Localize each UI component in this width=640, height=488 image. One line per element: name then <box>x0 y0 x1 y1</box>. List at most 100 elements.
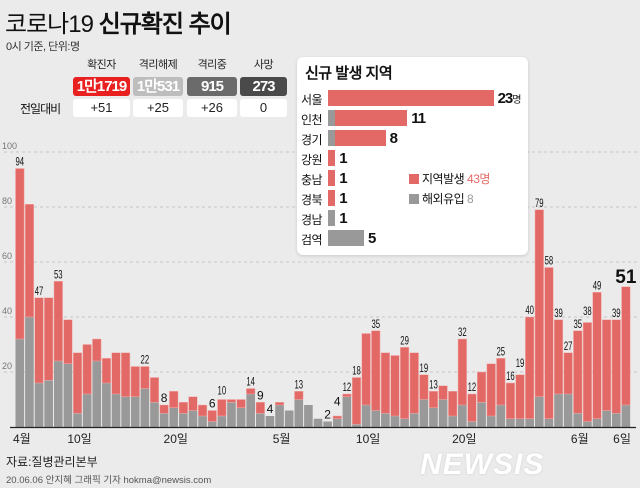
bar-local <box>178 402 188 414</box>
data-label: 32 <box>458 325 467 339</box>
region-name: 서울 <box>301 93 323 107</box>
bar-local <box>149 377 160 403</box>
data-label: 4 <box>334 395 341 409</box>
region-row: 충남 1 <box>297 170 528 188</box>
legend-swatch-local <box>409 174 419 184</box>
region-name: 충남 <box>301 173 323 187</box>
bar-local <box>477 371 487 403</box>
bar-imported <box>294 399 304 427</box>
bar-local <box>44 297 54 381</box>
data-label: 40 <box>525 303 534 317</box>
bar-local <box>207 410 217 422</box>
label-confirmed: 확진자 <box>87 59 116 71</box>
bar-imported <box>496 405 506 427</box>
region-unit: 명 <box>512 95 521 106</box>
bar-local <box>198 404 208 417</box>
bar-imported <box>332 418 342 427</box>
bar-imported <box>573 413 583 427</box>
bar-imported <box>361 405 371 427</box>
isolated-diff: +26 <box>187 99 237 117</box>
data-label: 12 <box>468 380 477 394</box>
region-name: 경북 <box>301 193 323 207</box>
subtitle: 0시 기준, 단위:명 <box>6 41 80 53</box>
bar-local <box>63 319 73 364</box>
label-isolated: 격리중 <box>197 59 227 71</box>
legend-local: 지역발생 43명 <box>409 170 490 187</box>
region-bar <box>328 110 408 126</box>
data-label: 51 <box>615 267 637 288</box>
bar-imported <box>44 380 53 427</box>
x-tick-label: 6일 <box>613 432 631 446</box>
bar-local <box>274 402 285 406</box>
bar-imported <box>198 416 207 427</box>
bar-imported <box>611 413 621 427</box>
legend-imported-label: 해외유입 <box>422 192 465 206</box>
bar-imported <box>525 418 534 427</box>
legend-local-label: 지역발생 <box>422 172 465 186</box>
data-label: 18 <box>352 364 361 378</box>
region-bar <box>328 230 364 246</box>
region-bar <box>328 190 336 206</box>
title-bold: 신규확진 추이 <box>98 11 232 38</box>
region-row: 경기 8 <box>297 130 528 148</box>
region-value: 11 <box>411 110 426 127</box>
bar-local <box>582 322 592 422</box>
isolated-value: 915 <box>187 77 237 96</box>
bar-imported <box>400 418 409 427</box>
bar-local <box>448 391 458 417</box>
y-tick-label: 60 <box>2 251 12 261</box>
bar-local <box>332 415 342 419</box>
data-label: 29 <box>400 333 409 347</box>
bar-imported <box>188 410 198 427</box>
region-bar-imported <box>328 230 364 246</box>
bar-imported <box>409 413 419 427</box>
bar-local <box>573 330 583 414</box>
region-row: 강원 1 <box>297 150 528 168</box>
bar-local <box>371 330 381 411</box>
bar-imported <box>371 410 381 427</box>
bar-imported <box>169 407 179 427</box>
x-tick-label: 20일 <box>163 432 188 446</box>
confirmed-value: 1만1719 <box>73 77 130 96</box>
region-name: 경남 <box>301 213 323 227</box>
source: 자료:질병관리본부 <box>6 455 98 469</box>
bar-imported <box>227 402 236 427</box>
bar-local <box>611 319 621 414</box>
bar-imported <box>554 394 563 427</box>
region-total: 1 <box>339 210 347 227</box>
data-label: 19 <box>420 361 429 375</box>
region-bar <box>328 210 336 226</box>
bar-imported <box>92 361 102 427</box>
region-value: 1 <box>339 210 347 227</box>
data-label: 2 <box>324 408 331 422</box>
data-label: 58 <box>545 254 554 268</box>
region-value: 5 <box>368 230 376 247</box>
bar-imported <box>15 339 25 427</box>
data-label: 10 <box>218 384 227 398</box>
bar-imported <box>25 317 34 427</box>
bar-imported <box>592 418 602 427</box>
bar-local <box>53 281 63 362</box>
data-label: 47 <box>35 284 44 298</box>
region-bar <box>328 150 336 166</box>
region-value: 23명 <box>497 90 522 107</box>
bar-local <box>544 267 554 419</box>
released-diff: +25 <box>133 99 183 117</box>
bar-local <box>92 338 102 362</box>
bar-local <box>515 374 525 419</box>
bar-imported <box>477 402 486 427</box>
region-bar-imported <box>328 110 336 126</box>
bar-imported <box>140 388 150 427</box>
bar-local <box>255 402 265 414</box>
bar-imported <box>246 394 255 427</box>
bar-local <box>72 352 83 414</box>
legend-imported-value: 8 <box>467 192 474 206</box>
region-total: 23 <box>497 90 514 107</box>
bar-local <box>111 352 121 395</box>
region-value: 1 <box>339 170 347 187</box>
y-tick-label: 40 <box>2 306 12 316</box>
bar-local <box>140 366 150 389</box>
region-name: 검역 <box>301 233 323 247</box>
bar-imported <box>342 396 352 427</box>
region-bar-local <box>328 190 336 206</box>
